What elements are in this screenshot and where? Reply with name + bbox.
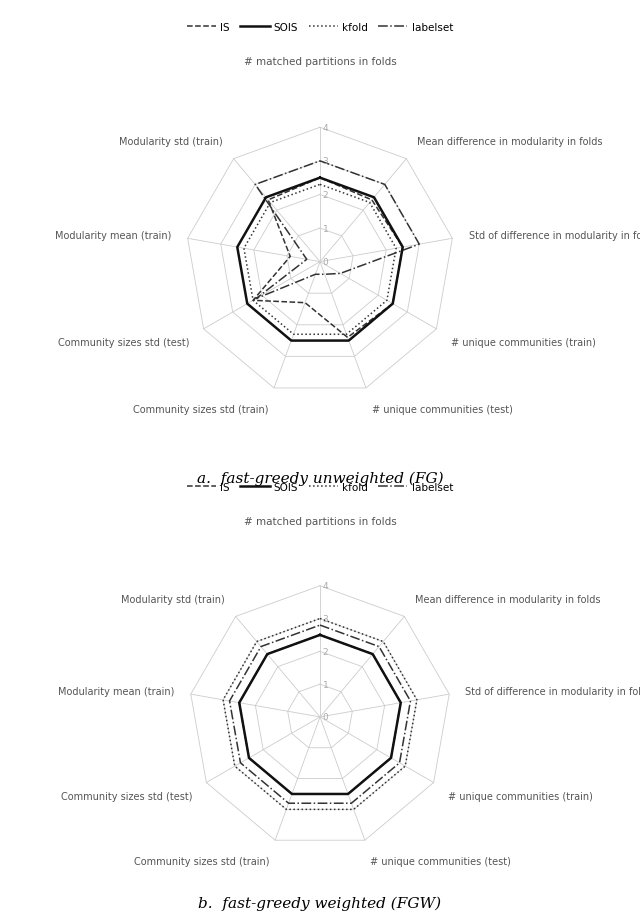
- Text: 0: 0: [323, 712, 328, 721]
- Text: Community sizes std (test): Community sizes std (test): [61, 791, 192, 800]
- Text: Modularity std (train): Modularity std (train): [119, 137, 223, 147]
- Text: Community sizes std (test): Community sizes std (test): [58, 338, 189, 348]
- Text: Std of difference in modularity in folds: Std of difference in modularity in folds: [465, 686, 640, 697]
- Text: Modularity std (train): Modularity std (train): [122, 595, 225, 604]
- Text: 2: 2: [323, 647, 328, 656]
- Text: # unique communities (train): # unique communities (train): [451, 338, 596, 348]
- Text: Std of difference in modularity in folds: Std of difference in modularity in folds: [469, 232, 640, 241]
- Text: a.  fast-greedy unweighted (FG): a. fast-greedy unweighted (FG): [196, 471, 444, 486]
- Text: Modularity mean (train): Modularity mean (train): [58, 686, 175, 697]
- Text: 3: 3: [323, 157, 328, 166]
- Text: 4: 4: [323, 582, 328, 591]
- Text: 3: 3: [323, 614, 328, 623]
- Text: Modularity mean (train): Modularity mean (train): [55, 232, 171, 241]
- Text: 1: 1: [323, 680, 328, 689]
- Text: b.  fast-greedy weighted (FGW): b. fast-greedy weighted (FGW): [198, 895, 442, 910]
- Text: Community sizes std (train): Community sizes std (train): [134, 856, 269, 866]
- Legend: IS, SOIS, kfold, labelset: IS, SOIS, kfold, labelset: [183, 478, 457, 496]
- Text: 1: 1: [323, 224, 328, 233]
- Text: # matched partitions in folds: # matched partitions in folds: [244, 57, 396, 67]
- Text: # unique communities (test): # unique communities (test): [372, 404, 513, 414]
- Text: 4: 4: [323, 123, 328, 132]
- Text: 2: 2: [323, 191, 328, 199]
- Text: Mean difference in modularity in folds: Mean difference in modularity in folds: [415, 595, 600, 604]
- Text: # unique communities (train): # unique communities (train): [448, 791, 593, 800]
- Text: Community sizes std (train): Community sizes std (train): [132, 404, 268, 414]
- Text: # matched partitions in folds: # matched partitions in folds: [244, 516, 396, 527]
- Text: # unique communities (test): # unique communities (test): [371, 856, 511, 866]
- Text: Mean difference in modularity in folds: Mean difference in modularity in folds: [417, 137, 603, 147]
- Legend: IS, SOIS, kfold, labelset: IS, SOIS, kfold, labelset: [183, 18, 457, 37]
- Text: 0: 0: [323, 258, 328, 267]
